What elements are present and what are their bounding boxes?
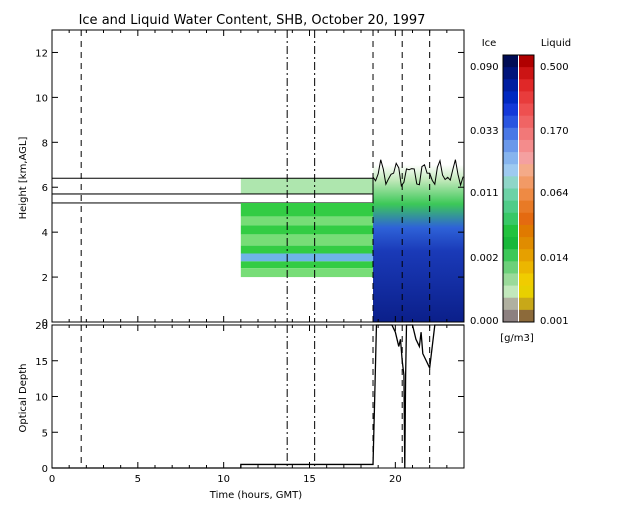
ice-swatch xyxy=(503,273,518,287)
liquid-band xyxy=(240,234,374,246)
ice-swatch xyxy=(503,212,518,226)
liquid-swatch xyxy=(519,91,534,105)
liquid-band xyxy=(240,216,374,226)
liquid-tick-label: 0.500 xyxy=(540,62,569,73)
liquid-tick-label: 0.001 xyxy=(540,316,569,327)
liquid-swatch xyxy=(519,139,534,153)
y-tick-label: 10 xyxy=(35,93,48,104)
bottom-y-axis-label: Optical Depth xyxy=(18,364,29,433)
liquid-tick-label: 0.170 xyxy=(540,126,569,137)
liquid-band xyxy=(240,261,374,269)
y-tick-label: 6 xyxy=(42,183,48,194)
liquid-swatch xyxy=(519,261,534,274)
ice-tick-label: 0.090 xyxy=(470,62,499,73)
ice-swatch xyxy=(503,188,518,202)
x-axis-label: Time (hours, GMT) xyxy=(209,490,303,501)
y-tick-label: 4 xyxy=(42,228,48,239)
x-tick-label: 0 xyxy=(49,474,55,485)
liquid-swatch xyxy=(519,285,534,299)
liquid-swatch xyxy=(519,55,534,68)
ice-swatch xyxy=(503,164,518,177)
ice-swatch xyxy=(503,249,518,262)
liquid-band xyxy=(240,245,374,254)
bottom-panel-markers xyxy=(80,325,431,468)
ice-swatch xyxy=(503,55,518,68)
top-y-axis-label: Height [km,AGL] xyxy=(18,137,29,220)
ice-swatch xyxy=(503,261,518,274)
liquid-band xyxy=(240,225,374,235)
ice-swatch xyxy=(503,237,518,250)
top-panel-axes: 0 2 4 6 8 10 12 xyxy=(35,29,465,329)
y-tick-label: 20 xyxy=(35,321,48,332)
colorbar-frame xyxy=(502,54,535,323)
y-tick-label: 8 xyxy=(42,138,48,149)
liquid-swatch xyxy=(519,309,534,323)
liquid-swatch xyxy=(519,212,534,226)
liquid-swatch xyxy=(519,115,534,129)
liquid-swatch xyxy=(519,176,534,189)
ice-swatch xyxy=(503,103,518,117)
liquid-swatch xyxy=(519,164,534,177)
y-tick-label: 0 xyxy=(42,318,48,329)
y-tick-label: 12 xyxy=(35,48,48,59)
ice-swatch xyxy=(503,91,518,105)
liquid-swatch xyxy=(519,237,534,250)
liquid-swatch xyxy=(519,200,534,214)
ice-swatch xyxy=(503,285,518,299)
ice-swatch xyxy=(503,127,518,141)
ice-swatch xyxy=(503,67,518,80)
ice-swatch xyxy=(503,200,518,214)
y-tick-label: 10 xyxy=(35,393,48,404)
ice-swatch xyxy=(503,139,518,153)
liquid-swatch xyxy=(519,273,534,287)
ice-swatch xyxy=(503,115,518,129)
liquid-swatch xyxy=(519,188,534,202)
cloud-top-contour xyxy=(372,158,464,188)
ice-tick-label: 0.011 xyxy=(470,188,499,199)
liquid-swatch xyxy=(519,249,534,262)
liquid-tick-label: 0.064 xyxy=(540,188,569,199)
x-tick-label: 5 xyxy=(135,474,141,485)
colorbar-liquid-label: Liquid xyxy=(541,38,571,49)
liquid-band xyxy=(240,268,374,278)
ice-region xyxy=(373,164,464,322)
top-panel-markers xyxy=(80,30,431,322)
x-tick-label: 15 xyxy=(303,474,316,485)
liquid-swatch xyxy=(519,152,534,165)
chart-title: Ice and Liquid Water Content, SHB, Octob… xyxy=(79,13,426,28)
liquid-swatch xyxy=(519,127,534,141)
ice-swatch xyxy=(503,176,518,189)
y-tick-label: 2 xyxy=(42,273,48,284)
ice-tick-label: 0.033 xyxy=(470,126,499,137)
y-tick-label: 5 xyxy=(42,428,48,439)
ice-swatch xyxy=(503,224,518,238)
ice-swatch xyxy=(503,309,518,323)
x-tick-label: 10 xyxy=(217,474,230,485)
y-tick-label: 15 xyxy=(35,357,48,368)
y-tick-label: 0 xyxy=(42,464,48,475)
liquid-band xyxy=(240,178,374,194)
ice-swatch xyxy=(503,152,518,165)
liquid-tick-label: 0.014 xyxy=(540,253,569,264)
colorbar: 0.090 0.033 0.011 0.002 0.000 0.500 0.170 0.064… xyxy=(470,54,569,327)
colorbar-ice-label: Ice xyxy=(482,38,497,49)
liquid-swatch xyxy=(519,103,534,117)
ice-tick-label: 0.002 xyxy=(470,253,499,264)
liquid-band xyxy=(240,202,374,217)
ice-swatch xyxy=(503,79,518,92)
liquid-band xyxy=(240,193,374,203)
liquid-band xyxy=(240,253,374,262)
x-tick-label: 20 xyxy=(389,474,402,485)
colorbar-units: [g/m3] xyxy=(500,333,534,344)
liquid-swatch xyxy=(519,79,534,92)
liquid-swatch xyxy=(519,67,534,80)
liquid-swatch xyxy=(519,224,534,238)
ice-tick-label: 0.000 xyxy=(470,316,499,327)
ice-swatch xyxy=(503,297,518,311)
liquid-swatch xyxy=(519,297,534,311)
